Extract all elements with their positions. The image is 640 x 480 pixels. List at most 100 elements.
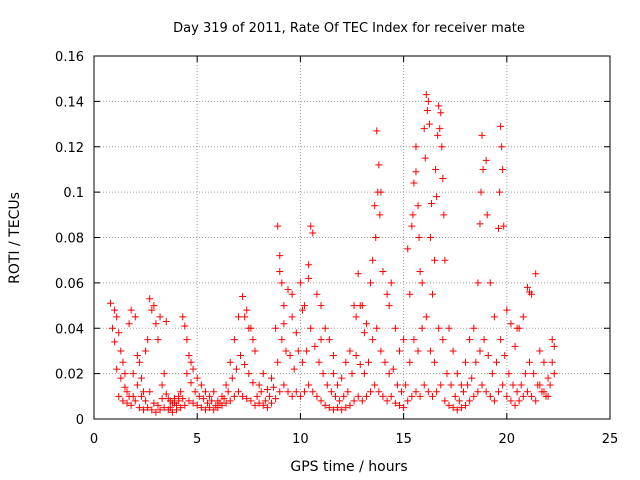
data-point bbox=[445, 324, 453, 332]
data-point bbox=[383, 290, 391, 298]
data-point bbox=[346, 347, 354, 355]
data-point bbox=[127, 306, 135, 314]
data-point bbox=[334, 404, 342, 412]
data-point bbox=[321, 324, 329, 332]
data-point bbox=[329, 406, 337, 414]
data-point bbox=[472, 358, 480, 366]
grid bbox=[94, 56, 610, 419]
data-point bbox=[424, 388, 432, 396]
data-point bbox=[162, 390, 170, 398]
data-point bbox=[474, 279, 482, 287]
data-point bbox=[152, 408, 160, 416]
data-point bbox=[513, 324, 521, 332]
data-point bbox=[278, 336, 286, 344]
data-point bbox=[536, 381, 544, 389]
data-point bbox=[307, 222, 315, 230]
data-point bbox=[360, 329, 368, 337]
data-point bbox=[222, 399, 230, 407]
data-point bbox=[439, 175, 447, 183]
data-point bbox=[220, 395, 228, 403]
data-point bbox=[331, 392, 339, 400]
data-point bbox=[263, 404, 271, 412]
data-point bbox=[208, 397, 216, 405]
data-point bbox=[336, 397, 344, 405]
data-point bbox=[466, 336, 474, 344]
data-point bbox=[222, 381, 230, 389]
data-point bbox=[540, 388, 548, 396]
data-point bbox=[376, 211, 384, 219]
data-point bbox=[372, 234, 380, 241]
data-point bbox=[131, 397, 139, 405]
y-tick-labels: 0 0.02 0.04 0.06 0.08 0.1 0.12 0.14 0.16 bbox=[55, 50, 84, 428]
data-point bbox=[352, 351, 360, 359]
data-point bbox=[111, 338, 119, 346]
data-point bbox=[523, 388, 531, 396]
data-point bbox=[482, 388, 490, 396]
x-tick-label: 0 bbox=[90, 432, 98, 447]
data-point bbox=[177, 388, 185, 396]
data-point bbox=[424, 97, 432, 105]
data-point bbox=[365, 358, 373, 366]
data-point bbox=[418, 324, 426, 332]
data-point bbox=[544, 392, 552, 400]
data-point bbox=[356, 361, 364, 369]
data-point bbox=[360, 370, 368, 378]
data-point bbox=[434, 131, 442, 139]
data-point bbox=[451, 392, 459, 400]
data-point bbox=[239, 392, 247, 400]
y-tick-label: 0.08 bbox=[55, 232, 84, 247]
data-point bbox=[286, 351, 294, 359]
data-point bbox=[214, 404, 222, 412]
data-point bbox=[175, 397, 183, 405]
data-point bbox=[270, 383, 278, 391]
data-point bbox=[342, 404, 350, 412]
data-point bbox=[367, 279, 375, 287]
data-point bbox=[477, 188, 485, 196]
axis-ticks bbox=[93, 55, 611, 420]
data-point bbox=[500, 222, 508, 230]
data-point bbox=[426, 234, 434, 241]
data-point bbox=[416, 268, 424, 276]
data-point bbox=[119, 358, 127, 366]
data-point bbox=[374, 188, 382, 196]
data-point bbox=[505, 370, 513, 378]
data-point bbox=[135, 404, 143, 412]
data-point bbox=[410, 179, 418, 187]
data-point bbox=[152, 320, 160, 328]
data-point bbox=[540, 358, 548, 366]
data-point bbox=[462, 401, 470, 409]
data-point bbox=[414, 347, 422, 355]
data-point bbox=[204, 399, 212, 407]
data-point bbox=[230, 336, 238, 344]
data-point bbox=[433, 388, 441, 396]
data-point bbox=[499, 165, 507, 173]
data-point bbox=[263, 386, 271, 394]
data-point bbox=[507, 320, 515, 328]
data-point bbox=[474, 388, 482, 396]
data-point bbox=[530, 370, 538, 378]
data-point bbox=[358, 397, 366, 405]
data-point bbox=[268, 399, 276, 407]
data-point bbox=[464, 381, 472, 389]
data-point bbox=[428, 392, 436, 400]
data-point bbox=[408, 392, 416, 400]
data-point bbox=[123, 388, 131, 396]
data-point bbox=[315, 358, 323, 366]
data-point bbox=[449, 347, 457, 355]
data-point bbox=[298, 306, 306, 314]
data-point bbox=[391, 399, 399, 407]
data-point bbox=[272, 395, 280, 403]
data-point bbox=[453, 406, 461, 414]
data-point bbox=[210, 406, 218, 414]
data-point bbox=[257, 388, 265, 396]
data-point bbox=[482, 156, 490, 164]
data-point bbox=[317, 397, 325, 405]
x-axis-label: GPS time / hours bbox=[290, 459, 407, 475]
data-point bbox=[274, 358, 282, 366]
data-point bbox=[483, 211, 491, 219]
data-point bbox=[317, 336, 325, 344]
data-point bbox=[404, 245, 412, 253]
data-point bbox=[433, 193, 441, 201]
data-point bbox=[546, 381, 554, 389]
data-point bbox=[334, 381, 342, 389]
